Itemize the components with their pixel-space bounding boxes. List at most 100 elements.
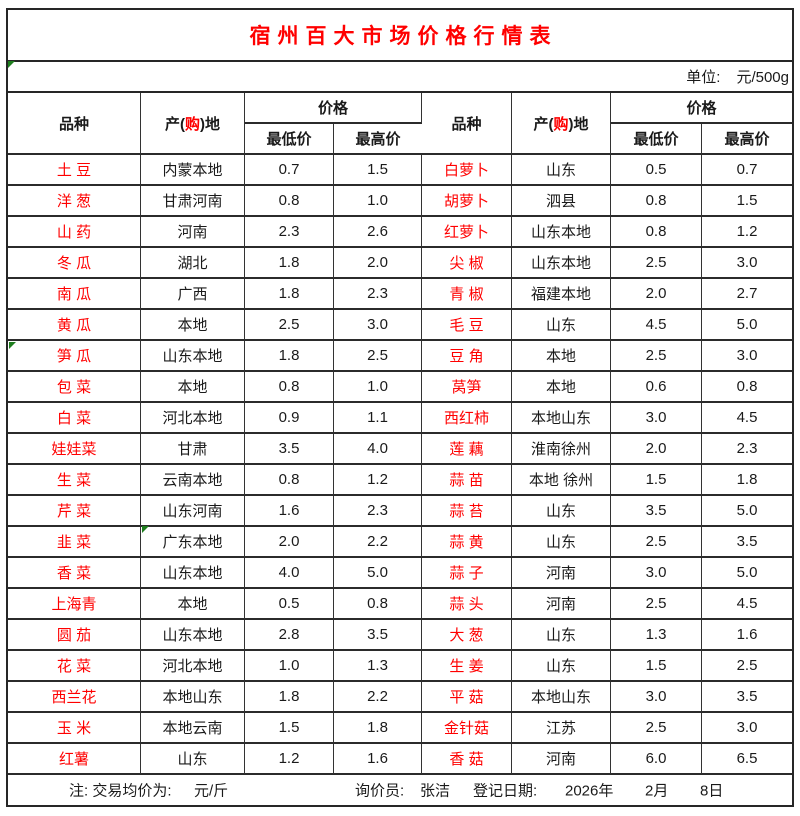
left-row-8-min[interactable]: 0.8 xyxy=(245,372,334,403)
right-row-3-max[interactable]: 1.2 xyxy=(702,217,792,248)
left-row-6-origin[interactable]: 本地 xyxy=(141,310,245,341)
right-row-10-origin[interactable]: 淮南徐州 xyxy=(512,434,611,465)
left-row-10-origin[interactable]: 甘肃 xyxy=(141,434,245,465)
left-row-18-max[interactable]: 2.2 xyxy=(334,682,422,713)
right-row-16-origin[interactable]: 山东 xyxy=(512,620,611,651)
left-row-2-name[interactable]: 洋 葱 xyxy=(8,186,141,217)
left-row-19-max[interactable]: 1.8 xyxy=(334,713,422,744)
right-row-5-origin[interactable]: 福建本地 xyxy=(512,279,611,310)
left-row-15-min[interactable]: 0.5 xyxy=(245,589,334,620)
right-row-1-name[interactable]: 白萝卜 xyxy=(422,155,512,186)
right-row-9-min[interactable]: 3.0 xyxy=(611,403,702,434)
right-row-18-origin[interactable]: 本地山东 xyxy=(512,682,611,713)
right-row-7-origin[interactable]: 本地 xyxy=(512,341,611,372)
left-row-17-name[interactable]: 花 菜 xyxy=(8,651,141,682)
left-row-5-min[interactable]: 1.8 xyxy=(245,279,334,310)
left-row-19-name[interactable]: 玉 米 xyxy=(8,713,141,744)
left-row-1-origin[interactable]: 内蒙本地 xyxy=(141,155,245,186)
right-row-9-origin[interactable]: 本地山东 xyxy=(512,403,611,434)
right-row-19-name[interactable]: 金针菇 xyxy=(422,713,512,744)
right-row-3-name[interactable]: 红萝卜 xyxy=(422,217,512,248)
right-row-4-name[interactable]: 尖 椒 xyxy=(422,248,512,279)
right-row-2-origin[interactable]: 泗县 xyxy=(512,186,611,217)
right-row-12-origin[interactable]: 山东 xyxy=(512,496,611,527)
right-row-10-max[interactable]: 2.3 xyxy=(702,434,792,465)
left-row-14-origin[interactable]: 山东本地 xyxy=(141,558,245,589)
left-row-20-max[interactable]: 1.6 xyxy=(334,744,422,775)
left-row-17-origin[interactable]: 河北本地 xyxy=(141,651,245,682)
left-row-11-min[interactable]: 0.8 xyxy=(245,465,334,496)
right-row-7-name[interactable]: 豆 角 xyxy=(422,341,512,372)
right-row-2-name[interactable]: 胡萝卜 xyxy=(422,186,512,217)
right-row-17-min[interactable]: 1.5 xyxy=(611,651,702,682)
right-row-4-min[interactable]: 2.5 xyxy=(611,248,702,279)
left-row-9-min[interactable]: 0.9 xyxy=(245,403,334,434)
right-min-price-header[interactable]: 最低价 xyxy=(611,124,702,155)
right-row-14-max[interactable]: 5.0 xyxy=(702,558,792,589)
right-row-3-origin[interactable]: 山东本地 xyxy=(512,217,611,248)
left-row-8-name[interactable]: 包 菜 xyxy=(8,372,141,403)
left-row-7-name[interactable]: 笋 瓜 xyxy=(8,341,141,372)
left-row-16-origin[interactable]: 山东本地 xyxy=(141,620,245,651)
right-row-6-max[interactable]: 5.0 xyxy=(702,310,792,341)
right-row-5-min[interactable]: 2.0 xyxy=(611,279,702,310)
right-row-13-min[interactable]: 2.5 xyxy=(611,527,702,558)
left-row-12-min[interactable]: 1.6 xyxy=(245,496,334,527)
right-row-11-name[interactable]: 蒜 苗 xyxy=(422,465,512,496)
right-row-20-max[interactable]: 6.5 xyxy=(702,744,792,775)
right-row-18-min[interactable]: 3.0 xyxy=(611,682,702,713)
right-row-3-min[interactable]: 0.8 xyxy=(611,217,702,248)
left-row-14-min[interactable]: 4.0 xyxy=(245,558,334,589)
left-row-4-min[interactable]: 1.8 xyxy=(245,248,334,279)
left-row-14-max[interactable]: 5.0 xyxy=(334,558,422,589)
right-row-9-name[interactable]: 西红柿 xyxy=(422,403,512,434)
left-row-4-origin[interactable]: 湖北 xyxy=(141,248,245,279)
left-max-price-header[interactable]: 最高价 xyxy=(334,124,422,155)
right-row-14-min[interactable]: 3.0 xyxy=(611,558,702,589)
right-row-19-origin[interactable]: 江苏 xyxy=(512,713,611,744)
right-row-11-max[interactable]: 1.8 xyxy=(702,465,792,496)
left-row-7-origin[interactable]: 山东本地 xyxy=(141,341,245,372)
right-row-14-origin[interactable]: 河南 xyxy=(512,558,611,589)
left-row-5-max[interactable]: 2.3 xyxy=(334,279,422,310)
left-row-10-name[interactable]: 娃娃菜 xyxy=(8,434,141,465)
right-row-18-max[interactable]: 3.5 xyxy=(702,682,792,713)
right-row-6-name[interactable]: 毛 豆 xyxy=(422,310,512,341)
left-row-10-max[interactable]: 4.0 xyxy=(334,434,422,465)
right-row-15-max[interactable]: 4.5 xyxy=(702,589,792,620)
left-row-3-max[interactable]: 2.6 xyxy=(334,217,422,248)
right-row-8-max[interactable]: 0.8 xyxy=(702,372,792,403)
left-row-16-max[interactable]: 3.5 xyxy=(334,620,422,651)
right-row-15-origin[interactable]: 河南 xyxy=(512,589,611,620)
left-row-2-origin[interactable]: 甘肃河南 xyxy=(141,186,245,217)
right-row-19-max[interactable]: 3.0 xyxy=(702,713,792,744)
right-row-12-max[interactable]: 5.0 xyxy=(702,496,792,527)
left-row-5-origin[interactable]: 广西 xyxy=(141,279,245,310)
left-row-12-origin[interactable]: 山东河南 xyxy=(141,496,245,527)
left-row-13-name[interactable]: 韭 菜 xyxy=(8,527,141,558)
left-row-3-name[interactable]: 山 药 xyxy=(8,217,141,248)
left-row-18-min[interactable]: 1.8 xyxy=(245,682,334,713)
left-row-11-name[interactable]: 生 菜 xyxy=(8,465,141,496)
left-row-1-max[interactable]: 1.5 xyxy=(334,155,422,186)
left-row-2-min[interactable]: 0.8 xyxy=(245,186,334,217)
left-row-10-min[interactable]: 3.5 xyxy=(245,434,334,465)
left-row-15-origin[interactable]: 本地 xyxy=(141,589,245,620)
left-row-13-min[interactable]: 2.0 xyxy=(245,527,334,558)
right-row-10-min[interactable]: 2.0 xyxy=(611,434,702,465)
right-row-17-max[interactable]: 2.5 xyxy=(702,651,792,682)
left-row-14-name[interactable]: 香 菜 xyxy=(8,558,141,589)
left-variety-header[interactable]: 品种 xyxy=(8,93,141,155)
right-row-10-name[interactable]: 莲 藕 xyxy=(422,434,512,465)
left-row-18-origin[interactable]: 本地山东 xyxy=(141,682,245,713)
left-row-20-name[interactable]: 红薯 xyxy=(8,744,141,775)
right-row-19-min[interactable]: 2.5 xyxy=(611,713,702,744)
left-row-15-max[interactable]: 0.8 xyxy=(334,589,422,620)
left-origin-header[interactable]: 产(购)地 xyxy=(141,93,245,155)
left-row-3-min[interactable]: 2.3 xyxy=(245,217,334,248)
right-row-20-name[interactable]: 香 菇 xyxy=(422,744,512,775)
left-row-15-name[interactable]: 上海青 xyxy=(8,589,141,620)
left-row-7-min[interactable]: 1.8 xyxy=(245,341,334,372)
left-min-price-header[interactable]: 最低价 xyxy=(245,124,334,155)
left-row-19-origin[interactable]: 本地云南 xyxy=(141,713,245,744)
